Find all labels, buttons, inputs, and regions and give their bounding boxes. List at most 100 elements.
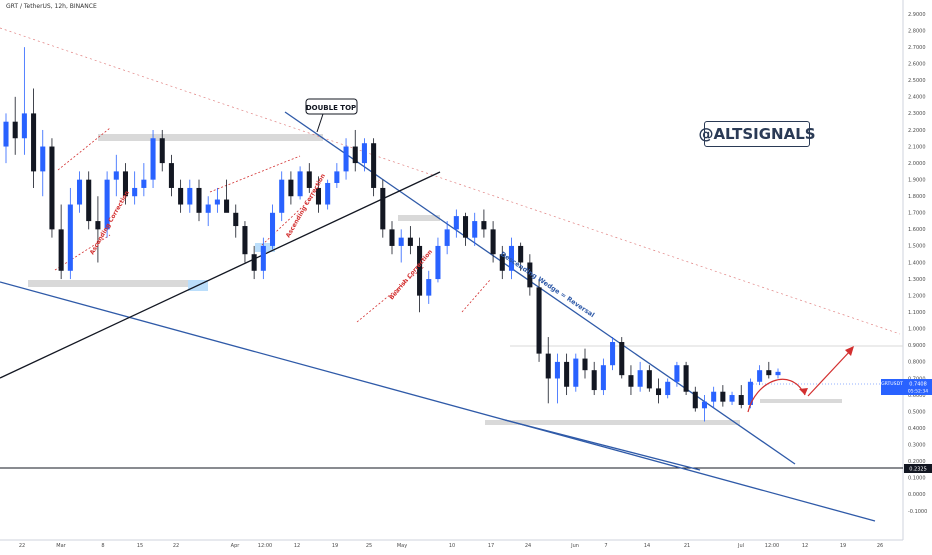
candle-body bbox=[518, 245, 524, 263]
price-tick-label: 0.3000 bbox=[908, 443, 926, 449]
time-tick-label: 12:00 bbox=[765, 543, 779, 549]
uptrend-line bbox=[0, 171, 441, 379]
candle-body bbox=[729, 395, 735, 402]
bearish-correction-high bbox=[461, 279, 491, 313]
candle-body bbox=[288, 179, 294, 197]
candle-body bbox=[159, 138, 165, 164]
candle-body bbox=[674, 365, 680, 382]
candle-body bbox=[67, 204, 73, 271]
candle-body bbox=[407, 237, 413, 246]
candle-body bbox=[12, 121, 18, 139]
time-tick-label: 12 bbox=[294, 543, 300, 549]
price-tick-label: 2.9000 bbox=[908, 12, 926, 18]
support-zone-left bbox=[28, 280, 208, 287]
price-tick-label: 2.1000 bbox=[908, 144, 926, 150]
candle-body bbox=[738, 395, 744, 405]
candle-body bbox=[591, 370, 597, 391]
candle-body bbox=[472, 221, 478, 238]
candle-body bbox=[371, 143, 377, 188]
price-tick-label: 2.4000 bbox=[908, 95, 926, 101]
candle-body bbox=[637, 370, 643, 387]
candle-body bbox=[343, 146, 349, 172]
current-price-tag: GRTUSDT 0.7408 05:52:34 bbox=[881, 379, 932, 395]
candle-body bbox=[481, 221, 487, 230]
candle-body bbox=[260, 245, 266, 271]
time-tick-label: 10 bbox=[449, 543, 455, 549]
candle-body bbox=[720, 391, 726, 402]
time-tick-label: Mar bbox=[56, 543, 66, 549]
time-tick-label: 22 bbox=[173, 543, 179, 549]
candle-body bbox=[665, 381, 671, 396]
time-tick-label: Jul bbox=[737, 543, 744, 549]
price-tick-label: 2.2000 bbox=[908, 128, 926, 134]
price-tick-label: 0.1000 bbox=[908, 476, 926, 482]
asc-correction-1-low bbox=[54, 234, 111, 271]
candle-body bbox=[646, 370, 652, 389]
price-tick-label: 2.7000 bbox=[908, 45, 926, 51]
candle-body bbox=[453, 216, 459, 230]
candle-body bbox=[628, 375, 634, 387]
asc-correction-1-high bbox=[57, 127, 111, 171]
candle-body bbox=[187, 187, 193, 205]
candle-body bbox=[545, 353, 551, 379]
price-tick-label: 0.2000 bbox=[908, 459, 926, 465]
time-axis[interactable]: 22 Mar 8 15 22 Apr 12:00 12 19 25 May 10 17 24 Jun 7 14 2… bbox=[19, 543, 883, 549]
long-term-resistance-line bbox=[0, 27, 901, 335]
time-tick-label: 12 bbox=[802, 543, 808, 549]
candle-body bbox=[701, 401, 708, 409]
altsignals-watermark: @ALTSIGNALS bbox=[698, 121, 816, 147]
candles-group bbox=[3, 47, 781, 422]
candle-body bbox=[233, 212, 239, 227]
breakout-zone bbox=[760, 399, 842, 403]
candle-body bbox=[132, 187, 138, 197]
candle-body bbox=[389, 229, 395, 246]
time-tick-label: 17 bbox=[488, 543, 494, 549]
candle-body bbox=[619, 342, 625, 376]
projection-target-arrow bbox=[807, 349, 852, 397]
candle-body bbox=[417, 245, 423, 296]
time-tick-label: May bbox=[397, 543, 407, 549]
candle-body bbox=[150, 138, 156, 180]
time-tick-label: 22 bbox=[19, 543, 25, 549]
candle-body bbox=[40, 146, 46, 172]
candle-body bbox=[178, 187, 184, 205]
candle-body bbox=[334, 171, 340, 183]
candle-body bbox=[86, 179, 92, 222]
candle-body bbox=[361, 143, 367, 164]
current-symbol-text: GRTUSDT bbox=[881, 381, 903, 387]
candle-body bbox=[325, 182, 331, 205]
candle-body bbox=[315, 187, 322, 205]
candle-body bbox=[573, 358, 579, 387]
candle-body bbox=[398, 237, 404, 246]
support-price-text: 0.2325 bbox=[909, 467, 927, 473]
candle-body bbox=[214, 199, 220, 205]
candle-body bbox=[692, 391, 698, 409]
price-tick-label: 0.9000 bbox=[908, 343, 926, 349]
candle-body bbox=[251, 254, 257, 271]
candle-body bbox=[269, 212, 276, 246]
price-tick-label: 0.6000 bbox=[908, 393, 926, 399]
candle-body bbox=[196, 187, 202, 213]
price-tick-label: 2.3000 bbox=[908, 111, 926, 117]
price-axis[interactable]: 2.9000 2.8000 2.7000 2.6000 2.5000 2.4000 2.30… bbox=[908, 12, 927, 515]
price-tick-label: 1.6000 bbox=[908, 227, 926, 233]
wedge-lower-line bbox=[0, 281, 876, 522]
time-tick-label: 21 bbox=[684, 543, 690, 549]
candle-body bbox=[122, 171, 129, 197]
price-tick-label: 1.9000 bbox=[908, 177, 926, 183]
candle-body bbox=[21, 113, 27, 139]
candle-body bbox=[711, 391, 717, 402]
plot-background bbox=[0, 0, 903, 540]
candle-body bbox=[426, 279, 432, 296]
projection-curve-arrow bbox=[747, 378, 806, 413]
time-tick-label: 15 bbox=[137, 543, 143, 549]
candle-body bbox=[205, 204, 211, 213]
candle-body bbox=[352, 146, 358, 164]
time-tick-label: Apr bbox=[231, 543, 241, 549]
time-tick-label: 7 bbox=[604, 543, 607, 549]
price-tick-label: 1.5000 bbox=[908, 244, 926, 250]
time-tick-label: 19 bbox=[840, 543, 846, 549]
candle-body bbox=[554, 361, 560, 379]
